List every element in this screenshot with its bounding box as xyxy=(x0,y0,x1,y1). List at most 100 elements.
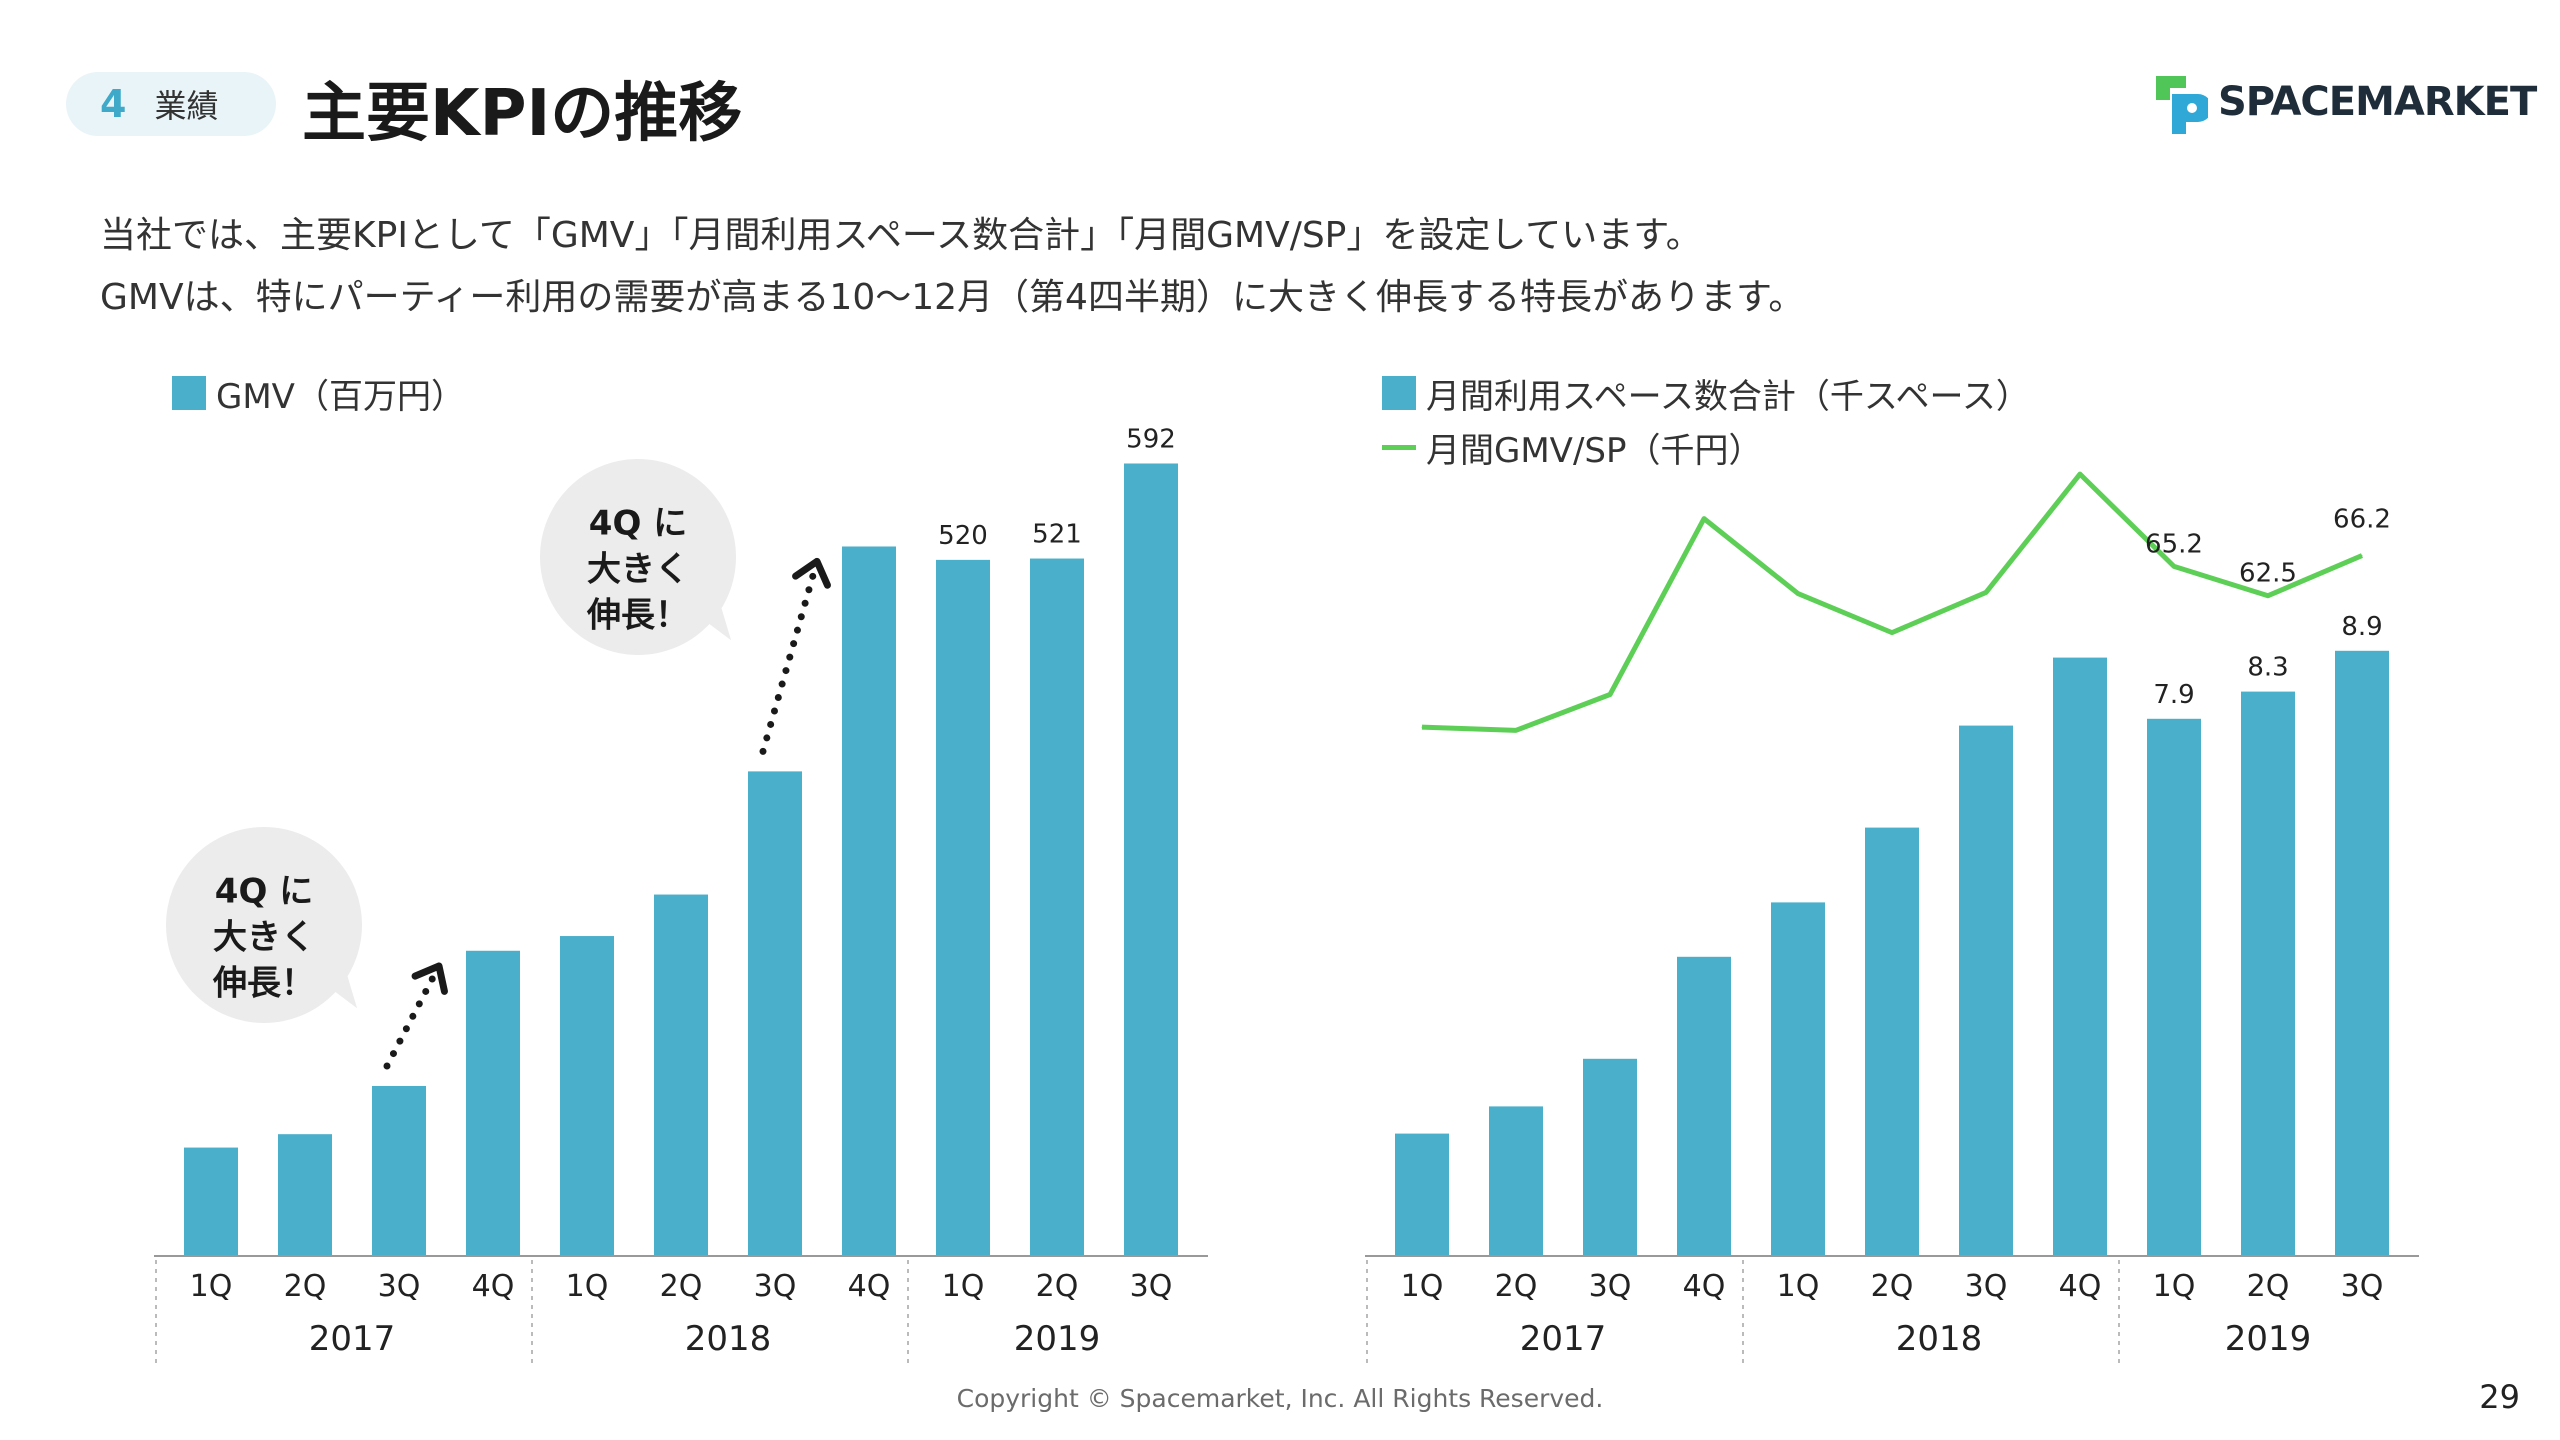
legend-label-spaces: 月間利用スペース数合計（千スペース） xyxy=(1426,376,2030,417)
gmv-per-sp-point xyxy=(1609,694,1611,696)
callout-bubble xyxy=(166,827,362,1023)
page-number: 29 xyxy=(2479,1378,2520,1416)
gmv-per-sp-point xyxy=(2361,555,2363,557)
page-title: 主要KPIの推移 xyxy=(302,77,743,151)
spacemarket-logo-icon xyxy=(2156,76,2208,134)
gmv-bar xyxy=(560,936,614,1256)
intro-line-2: GMVは、特にパーティー利用の需要が高まる10〜12月（第4四半期）に大きく伸長… xyxy=(100,277,1805,318)
gmv-bar xyxy=(278,1134,332,1256)
x-tick-label: 4Q xyxy=(2059,1269,2102,1304)
arrow-dots xyxy=(383,962,443,1070)
spaces-data-label: 8.3 xyxy=(2247,653,2288,683)
callout-2018: 4Q に大きく伸長！ xyxy=(540,459,736,655)
spaces-bar xyxy=(1395,1133,1449,1256)
growth-arrow-icon xyxy=(383,962,448,1070)
gmv-per-sp-data-label: 62.5 xyxy=(2239,559,2297,589)
spaces-bar xyxy=(2241,691,2295,1256)
x-tick-label: 1Q xyxy=(2153,1269,2196,1304)
gmv-per-sp-point xyxy=(1797,593,1799,595)
year-label: 2017 xyxy=(309,1319,396,1359)
spaces-bar xyxy=(1489,1106,1543,1256)
callout-bubble xyxy=(540,459,736,655)
callout-2017: 4Q に大きく伸長！ xyxy=(166,827,362,1023)
x-tick-label: 4Q xyxy=(472,1269,515,1304)
x-tick-label: 3Q xyxy=(1965,1269,2008,1304)
gmv-per-sp-line xyxy=(1421,471,2363,733)
x-tick-label: 1Q xyxy=(942,1269,985,1304)
x-tick-label: 2Q xyxy=(1036,1269,1079,1304)
x-tick-label: 3Q xyxy=(1589,1269,1632,1304)
x-tick-label: 3Q xyxy=(1130,1269,1173,1304)
x-tick-label: 1Q xyxy=(1401,1269,1444,1304)
gmv-bar xyxy=(936,559,990,1256)
gmv-bar xyxy=(654,894,708,1256)
spaces-bar xyxy=(2053,657,2107,1256)
legend-swatch-line xyxy=(1382,444,1416,450)
gmv-bar xyxy=(1124,463,1178,1256)
gmv-bar xyxy=(184,1147,238,1256)
x-tick-label: 2Q xyxy=(2247,1269,2290,1304)
gmv-per-sp-point xyxy=(1515,729,1517,731)
gmv-bar xyxy=(748,771,802,1256)
gmv-per-sp-point xyxy=(1985,591,1987,593)
gmv-data-label: 592 xyxy=(1126,424,1176,454)
callout-text: 4Q に xyxy=(215,872,313,912)
callout-text: 伸長！ xyxy=(586,596,689,636)
x-tick-label: 2Q xyxy=(1871,1269,1914,1304)
gmv-per-sp-point xyxy=(2267,595,2269,597)
spaces-data-label: 8.9 xyxy=(2341,612,2382,642)
year-label: 2018 xyxy=(685,1319,772,1359)
copyright-text: Copyright © Spacemarket, Inc. All Rights… xyxy=(956,1384,1604,1413)
spaces-bar xyxy=(1583,1058,1637,1256)
legend-label-gmv-sp: 月間GMV/SP（千円） xyxy=(1426,430,1763,471)
legend-label-gmv: GMV（百万円） xyxy=(216,376,465,417)
x-tick-label: 1Q xyxy=(190,1269,233,1304)
brand-name: SPACEMARKET xyxy=(2218,79,2537,125)
year-label: 2017 xyxy=(1520,1319,1607,1359)
year-label: 2019 xyxy=(1014,1319,1101,1359)
spaces-bar xyxy=(1865,827,1919,1256)
intro-line-1: 当社では、主要KPIとして「GMV」「月間利用スペース数合計」「月間GMV/SP… xyxy=(100,215,1702,256)
x-tick-label: 2Q xyxy=(660,1269,703,1304)
spaces-bar xyxy=(1959,725,2013,1256)
arrow-head xyxy=(411,962,448,995)
x-tick-label: 3Q xyxy=(2341,1269,2384,1304)
callout-tail xyxy=(691,591,732,641)
x-tick-label: 1Q xyxy=(566,1269,609,1304)
x-tick-label: 2Q xyxy=(284,1269,327,1304)
gmv-legend: GMV（百万円） xyxy=(172,366,465,420)
gmv-bar xyxy=(1030,558,1084,1256)
gmv-bar xyxy=(466,950,520,1256)
section-number: 4 xyxy=(100,82,127,126)
year-label: 2018 xyxy=(1896,1319,1983,1359)
spaces-bar xyxy=(2335,650,2389,1256)
callout-text: 伸長！ xyxy=(212,964,315,1004)
gmv-per-sp-point xyxy=(1421,726,1423,728)
spaces-data-label: 7.9 xyxy=(2153,680,2194,710)
x-tick-label: 3Q xyxy=(378,1269,421,1304)
section-badge: 4 業績 xyxy=(66,72,276,136)
gmv-per-sp-point xyxy=(2079,473,2081,475)
spaces-bar xyxy=(1677,956,1731,1256)
callout-text: 4Q に xyxy=(589,504,687,544)
year-label: 2019 xyxy=(2225,1319,2312,1359)
x-tick-label: 1Q xyxy=(1777,1269,1820,1304)
gmv-per-sp-point xyxy=(2173,565,2175,567)
gmv-per-sp-point xyxy=(1703,518,1705,520)
legend-swatch-bar xyxy=(172,376,206,410)
x-tick-label: 4Q xyxy=(848,1269,891,1304)
brand-logo: SPACEMARKET xyxy=(2152,70,2537,134)
growth-arrow-icon xyxy=(759,557,831,755)
callout-text: 大きく xyxy=(587,550,689,590)
gmv-bar xyxy=(842,546,896,1256)
gmv-per-sp-data-label: 66.2 xyxy=(2333,505,2391,535)
arrow-head xyxy=(792,557,831,589)
gmv-data-label: 520 xyxy=(938,521,988,551)
gmv-per-sp-point xyxy=(1891,632,1893,634)
gmv-bar-chart: 520 521 592 1Q 2Q 3Q 4Q 1Q 2Q 3Q 4Q 1Q 2Q 3Q 2017 2018 2… xyxy=(154,424,1208,1366)
gmv-data-label: 521 xyxy=(1032,520,1082,550)
gmv-per-sp-data-label: 65.2 xyxy=(2145,529,2203,559)
x-tick-label: 3Q xyxy=(754,1269,797,1304)
kpi-legend: 月間利用スペース数合計（千スペース） 月間GMV/SP（千円） xyxy=(1382,366,2030,474)
spaces-bar xyxy=(2147,718,2201,1256)
